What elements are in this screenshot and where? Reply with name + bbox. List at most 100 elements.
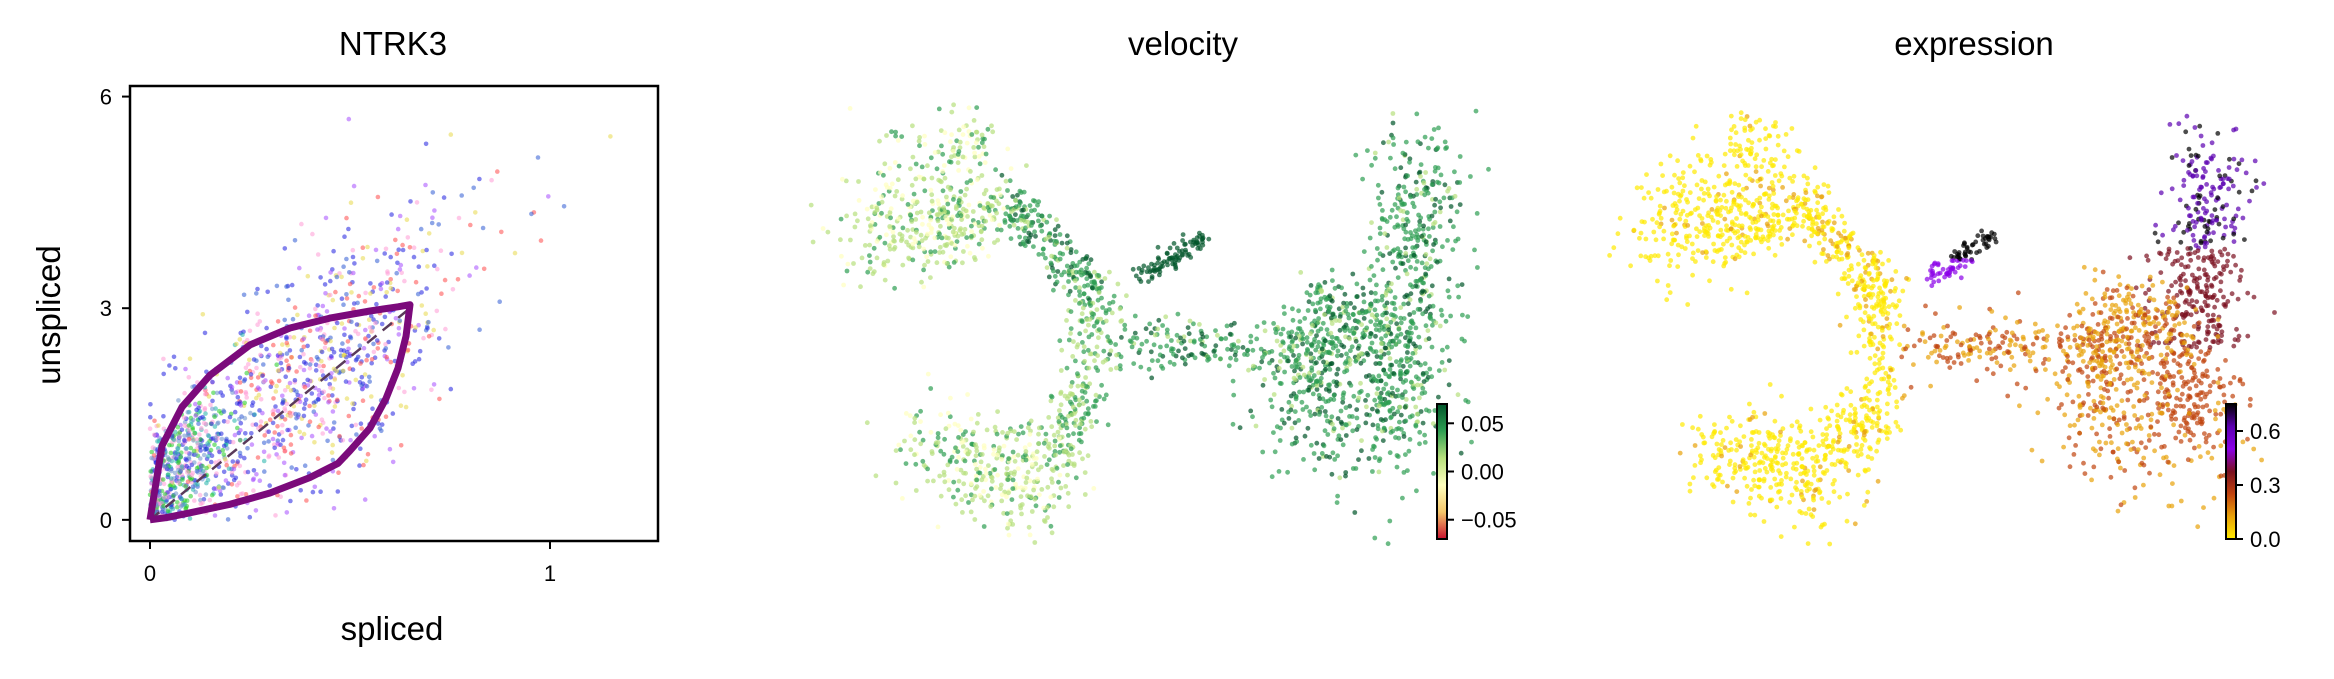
cell-point bbox=[891, 238, 896, 244]
cell-point bbox=[2169, 283, 2175, 289]
cell-point bbox=[2074, 301, 2080, 307]
cell-point bbox=[2098, 409, 2103, 415]
cell-point bbox=[2225, 176, 2230, 182]
cell-point bbox=[2102, 318, 2108, 324]
cell-point bbox=[2186, 163, 2192, 168]
cell-point bbox=[893, 129, 898, 135]
data-point bbox=[185, 470, 190, 475]
cell-point bbox=[1281, 420, 1287, 426]
cell-point bbox=[951, 145, 956, 150]
cell-point bbox=[2168, 348, 2174, 354]
cell-point bbox=[1438, 307, 1444, 313]
cell-point bbox=[1398, 315, 1404, 321]
cell-point bbox=[870, 271, 876, 277]
cell-point bbox=[2247, 403, 2253, 408]
cell-point bbox=[914, 199, 920, 205]
cell-point bbox=[1001, 443, 1007, 449]
cell-point bbox=[2116, 293, 2122, 299]
data-point bbox=[363, 336, 368, 341]
cell-point bbox=[877, 138, 882, 144]
data-point bbox=[328, 338, 333, 344]
data-point bbox=[330, 409, 336, 414]
data-point bbox=[181, 437, 187, 443]
cell-point bbox=[1073, 249, 1079, 255]
cell-point bbox=[1335, 366, 1341, 372]
cell-point bbox=[1439, 312, 1445, 318]
cell-point bbox=[2090, 446, 2096, 452]
cell-point bbox=[1446, 382, 1452, 388]
cell-point bbox=[2198, 238, 2204, 244]
cell-point bbox=[1084, 276, 1090, 282]
cell-point bbox=[983, 218, 989, 224]
cell-point bbox=[2171, 374, 2177, 379]
data-point bbox=[272, 445, 278, 451]
cell-point bbox=[2158, 352, 2164, 358]
cell-point bbox=[2249, 188, 2255, 194]
data-point bbox=[244, 370, 249, 376]
cell-point bbox=[1163, 314, 1169, 320]
cell-point bbox=[995, 472, 1000, 478]
cell-point bbox=[1068, 446, 1074, 452]
cell-point bbox=[1421, 180, 1427, 186]
cell-point bbox=[2176, 220, 2181, 226]
data-point bbox=[232, 418, 237, 423]
data-point bbox=[304, 498, 309, 503]
cell-point bbox=[2091, 464, 2097, 470]
data-point bbox=[394, 251, 400, 257]
cell-point bbox=[997, 186, 1002, 192]
cell-point bbox=[1330, 278, 1335, 283]
cell-point bbox=[928, 187, 934, 193]
cell-point bbox=[1394, 359, 1399, 364]
cell-point bbox=[956, 454, 961, 460]
data-point bbox=[305, 377, 311, 383]
cell-point bbox=[1341, 300, 1346, 306]
cell-point bbox=[1404, 355, 1410, 361]
data-point bbox=[353, 377, 359, 383]
cell-point bbox=[1157, 269, 1163, 275]
cell-point bbox=[1397, 419, 1402, 425]
cell-point bbox=[899, 134, 905, 140]
data-point bbox=[369, 328, 375, 334]
cell-point bbox=[1308, 442, 1314, 448]
data-point bbox=[282, 448, 288, 454]
cell-point bbox=[1361, 299, 1367, 305]
cell-point bbox=[1338, 408, 1344, 414]
data-point bbox=[192, 498, 197, 503]
cell-point bbox=[1061, 463, 1066, 468]
cell-point bbox=[2205, 374, 2210, 379]
data-point bbox=[389, 212, 394, 217]
cell-point bbox=[1073, 285, 1079, 290]
cell-point bbox=[938, 412, 943, 418]
velocity-colorbar bbox=[1436, 403, 1448, 540]
cell-point bbox=[1020, 430, 1026, 436]
cell-point bbox=[1377, 394, 1383, 400]
cell-point bbox=[1232, 352, 1238, 358]
cell-point bbox=[2106, 395, 2112, 401]
cell-point bbox=[2190, 173, 2196, 179]
cell-point bbox=[2124, 422, 2129, 427]
cell-point bbox=[820, 226, 826, 231]
cell-point bbox=[929, 175, 935, 181]
cell-point bbox=[942, 175, 948, 181]
data-point bbox=[378, 286, 384, 292]
data-point bbox=[292, 238, 298, 243]
data-point bbox=[271, 342, 276, 348]
cell-point bbox=[1046, 457, 1052, 463]
cell-point bbox=[1314, 440, 1320, 446]
data-point bbox=[159, 509, 165, 515]
cell-point bbox=[1373, 327, 1379, 332]
cell-point bbox=[1418, 174, 1423, 179]
cell-point bbox=[1176, 348, 1181, 354]
data-point bbox=[192, 460, 197, 465]
data-point bbox=[221, 443, 227, 449]
cell-point bbox=[2198, 349, 2204, 355]
cell-point bbox=[852, 224, 858, 230]
cell-point bbox=[1417, 441, 1422, 447]
cell-point bbox=[1399, 202, 1405, 207]
cell-point bbox=[922, 188, 928, 194]
cell-point bbox=[992, 467, 998, 472]
cell-point bbox=[1052, 227, 1058, 233]
cell-point bbox=[1099, 285, 1104, 290]
data-point bbox=[320, 303, 326, 309]
data-point bbox=[471, 185, 477, 191]
